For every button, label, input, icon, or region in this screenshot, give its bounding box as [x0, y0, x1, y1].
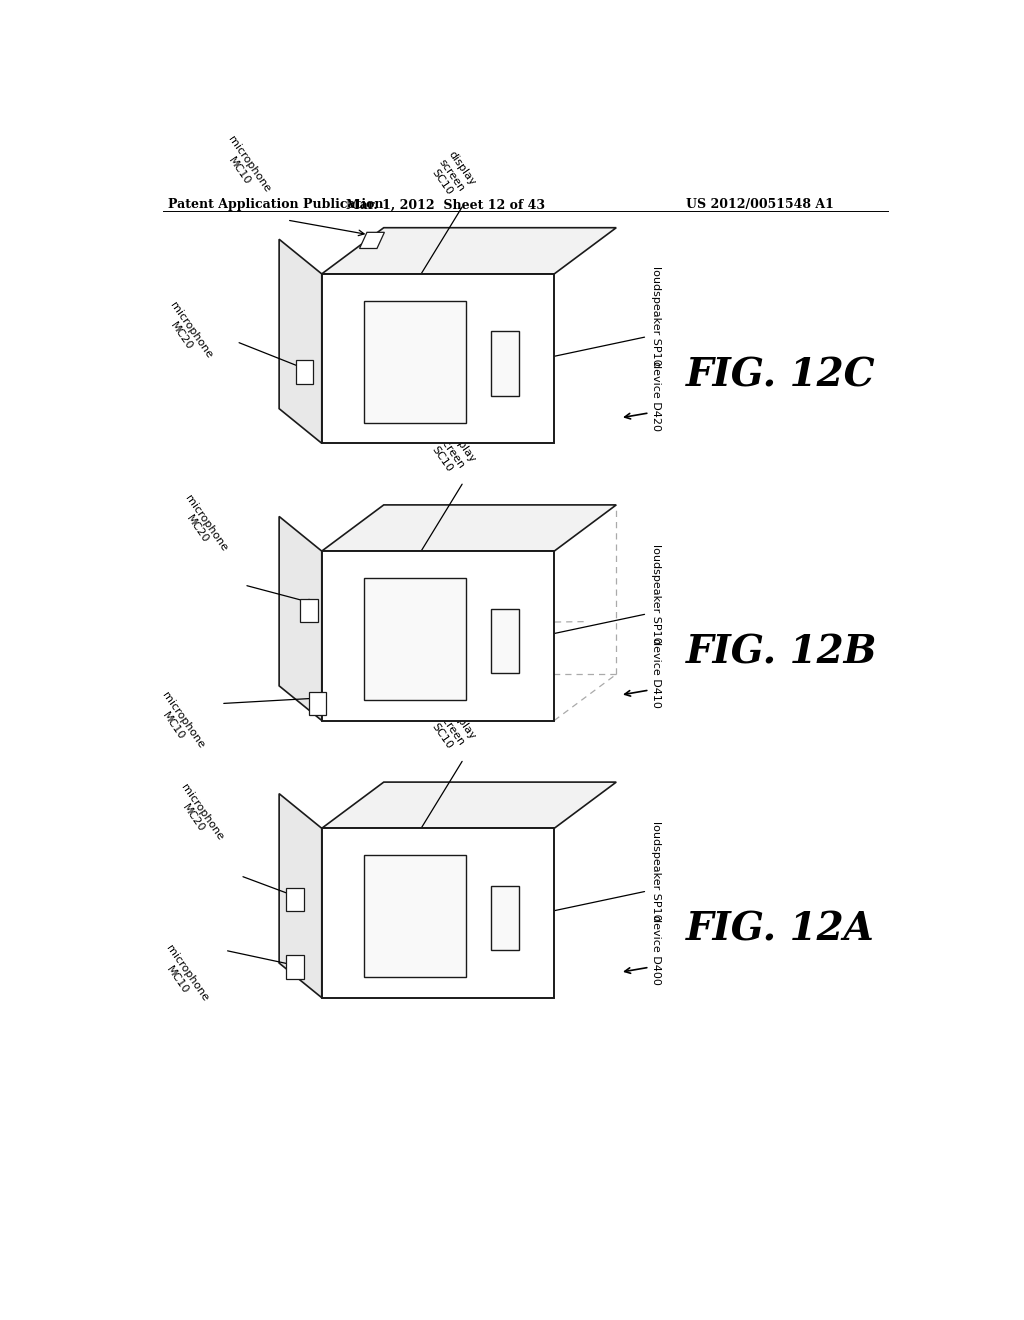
Polygon shape	[492, 609, 519, 673]
Polygon shape	[492, 331, 519, 396]
Text: display
screen
SC10: display screen SC10	[427, 426, 477, 478]
Polygon shape	[359, 232, 384, 248]
Text: FIG. 12A: FIG. 12A	[686, 911, 874, 949]
Text: loudspeaker SP10: loudspeaker SP10	[651, 267, 662, 366]
Text: Patent Application Publication: Patent Application Publication	[168, 198, 384, 211]
Polygon shape	[322, 552, 554, 721]
Text: microphone
MC10: microphone MC10	[216, 135, 272, 201]
Text: device D420: device D420	[651, 360, 662, 430]
Text: loudspeaker SP10: loudspeaker SP10	[651, 821, 662, 920]
Polygon shape	[364, 855, 466, 977]
Polygon shape	[364, 578, 466, 700]
Polygon shape	[322, 227, 616, 275]
Polygon shape	[287, 956, 304, 979]
Polygon shape	[280, 239, 322, 444]
Polygon shape	[492, 886, 519, 950]
Polygon shape	[280, 793, 322, 998]
Polygon shape	[364, 301, 466, 422]
Text: microphone
MC20: microphone MC20	[174, 492, 229, 560]
Text: display
screen
SC10: display screen SC10	[427, 704, 477, 755]
Polygon shape	[322, 781, 616, 829]
Polygon shape	[322, 506, 616, 552]
Text: device D410: device D410	[651, 638, 662, 708]
Text: loudspeaker SP10: loudspeaker SP10	[651, 544, 662, 643]
Text: device D400: device D400	[651, 915, 662, 985]
Text: microphone
MC10: microphone MC10	[151, 690, 206, 756]
Text: FIG. 12B: FIG. 12B	[686, 634, 878, 672]
Polygon shape	[280, 516, 322, 721]
Text: microphone
MC20: microphone MC20	[159, 300, 214, 367]
Polygon shape	[296, 360, 313, 384]
Text: FIG. 12C: FIG. 12C	[686, 356, 876, 395]
Polygon shape	[322, 275, 554, 444]
Polygon shape	[322, 829, 554, 998]
Polygon shape	[287, 887, 304, 911]
Text: US 2012/0051548 A1: US 2012/0051548 A1	[686, 198, 834, 211]
Text: Mar. 1, 2012  Sheet 12 of 43: Mar. 1, 2012 Sheet 12 of 43	[346, 198, 545, 211]
Text: microphone
MC20: microphone MC20	[170, 781, 225, 849]
Text: display
screen
SC10: display screen SC10	[427, 149, 477, 201]
Polygon shape	[309, 692, 327, 715]
Polygon shape	[300, 598, 317, 622]
Text: microphone
MC10: microphone MC10	[155, 944, 210, 1010]
